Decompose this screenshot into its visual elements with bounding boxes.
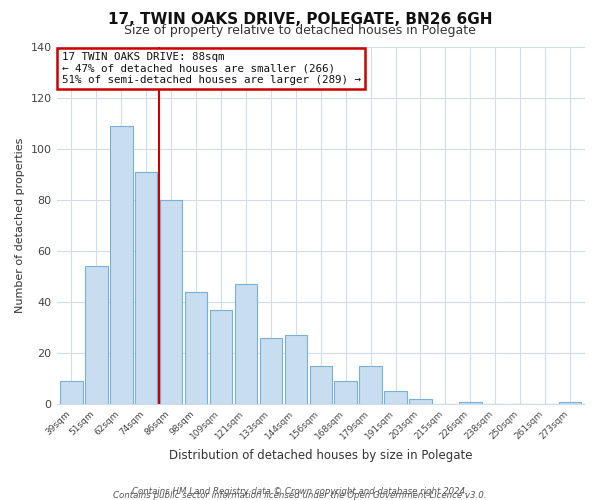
Text: 17 TWIN OAKS DRIVE: 88sqm
← 47% of detached houses are smaller (266)
51% of semi: 17 TWIN OAKS DRIVE: 88sqm ← 47% of detac…	[62, 52, 361, 85]
Bar	[359, 366, 382, 404]
Bar	[559, 402, 581, 404]
Text: Contains HM Land Registry data © Crown copyright and database right 2024.: Contains HM Land Registry data © Crown c…	[132, 487, 468, 496]
Bar	[310, 366, 332, 404]
Bar	[110, 126, 133, 404]
Bar	[135, 172, 157, 404]
Bar	[160, 200, 182, 404]
Bar	[235, 284, 257, 404]
Bar	[60, 381, 83, 404]
Y-axis label: Number of detached properties: Number of detached properties	[15, 138, 25, 313]
Bar	[260, 338, 282, 404]
X-axis label: Distribution of detached houses by size in Polegate: Distribution of detached houses by size …	[169, 450, 473, 462]
Text: 17, TWIN OAKS DRIVE, POLEGATE, BN26 6GH: 17, TWIN OAKS DRIVE, POLEGATE, BN26 6GH	[108, 12, 492, 28]
Bar	[409, 399, 431, 404]
Bar	[334, 381, 357, 404]
Bar	[385, 392, 407, 404]
Text: Size of property relative to detached houses in Polegate: Size of property relative to detached ho…	[124, 24, 476, 37]
Bar	[284, 335, 307, 404]
Bar	[185, 292, 208, 404]
Bar	[210, 310, 232, 404]
Bar	[459, 402, 482, 404]
Text: Contains public sector information licensed under the Open Government Licence v3: Contains public sector information licen…	[113, 491, 487, 500]
Bar	[85, 266, 107, 404]
